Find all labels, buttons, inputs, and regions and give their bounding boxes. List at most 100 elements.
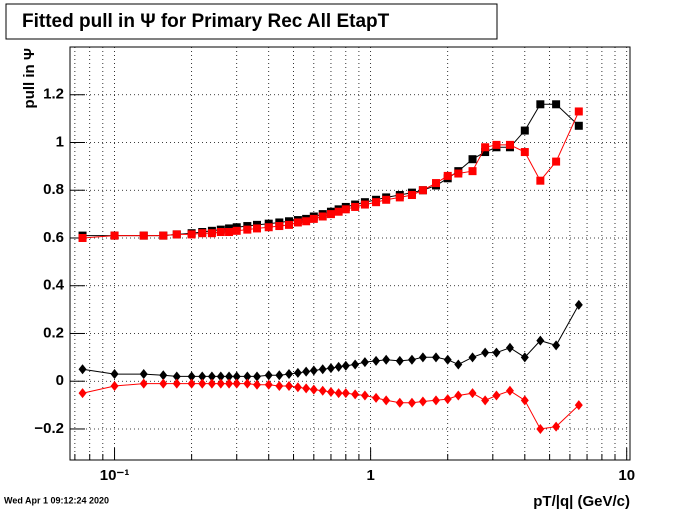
diamond-marker [382, 395, 391, 406]
diamond-marker [284, 380, 293, 391]
diamond-marker [481, 395, 490, 406]
diamond-marker [552, 421, 561, 432]
diamond-marker [443, 394, 452, 405]
square-marker [520, 148, 529, 157]
y-tick-label: −0.2 [34, 420, 64, 437]
diamond-marker [78, 388, 87, 399]
diamond-marker [492, 390, 501, 401]
timestamp: Wed Apr 1 09:12:24 2020 [4, 495, 109, 505]
diamond-marker [78, 364, 87, 375]
square-marker [275, 222, 284, 231]
square-marker [481, 143, 490, 152]
square-marker [309, 214, 318, 223]
square-marker [536, 176, 545, 185]
diamond-marker [243, 371, 252, 382]
square-marker [492, 140, 501, 149]
diamond-marker [454, 390, 463, 401]
diamond-marker [334, 388, 343, 399]
diamond-marker [431, 352, 440, 363]
diamond-marker [341, 388, 350, 399]
diamond-marker [232, 378, 241, 389]
diamond-marker [284, 369, 293, 380]
square-marker [232, 226, 241, 235]
square-marker [253, 224, 262, 233]
square-marker [139, 231, 148, 240]
diamond-marker [407, 397, 416, 408]
diamond-marker [520, 352, 529, 363]
diamond-marker [382, 354, 391, 365]
diamond-marker [198, 378, 207, 389]
square-marker [326, 210, 335, 219]
x-tick-label: 10 [618, 467, 635, 484]
diamond-marker [275, 380, 284, 391]
diamond-marker [309, 365, 318, 376]
square-marker [454, 169, 463, 178]
chart-title: Fitted pull in Ψ for Primary Rec All Eta… [22, 11, 390, 32]
y-tick-label: 0 [56, 372, 64, 389]
square-marker [360, 200, 369, 209]
diamond-marker [318, 385, 327, 396]
diamond-marker [481, 347, 490, 358]
square-marker [78, 233, 87, 242]
y-tick-label: 0.6 [43, 229, 64, 246]
square-marker [341, 205, 350, 214]
square-marker [574, 121, 583, 130]
diamond-marker [574, 299, 583, 310]
square-marker [382, 195, 391, 204]
square-marker [334, 207, 343, 216]
diamond-marker [302, 383, 311, 394]
diamond-marker [139, 369, 148, 380]
diamond-marker [318, 364, 327, 375]
diamond-marker [293, 382, 302, 393]
square-marker [318, 212, 327, 221]
diamond-marker [468, 388, 477, 399]
square-marker [431, 179, 440, 188]
square-marker [225, 228, 234, 237]
x-tick-label: 1 [366, 467, 374, 484]
y-tick-label: 0.4 [43, 277, 65, 294]
square-marker [110, 231, 119, 240]
y-tick-label: 1.2 [43, 86, 64, 103]
diamond-marker [253, 371, 262, 382]
y-tick-label: 1 [56, 133, 64, 150]
diamond-marker [232, 371, 241, 382]
diamond-marker [360, 390, 369, 401]
diamond-marker [207, 371, 216, 382]
diamond-marker [407, 354, 416, 365]
diamond-marker [293, 367, 302, 378]
square-marker [468, 155, 477, 164]
square-marker [216, 228, 225, 237]
square-marker [187, 230, 196, 239]
diamond-marker [253, 379, 262, 390]
diamond-marker [552, 340, 561, 351]
square-marker [552, 100, 561, 109]
diamond-marker [159, 370, 168, 381]
square-marker [418, 186, 427, 195]
diamond-marker [454, 359, 463, 370]
square-marker [481, 148, 490, 157]
diamond-marker [275, 370, 284, 381]
diamond-marker [372, 355, 381, 366]
diamond-marker [309, 384, 318, 395]
diamond-marker [172, 371, 181, 382]
diamond-marker [492, 347, 501, 358]
diamond-marker [395, 397, 404, 408]
diamond-marker [536, 335, 545, 346]
y-tick-label: 0.2 [43, 324, 64, 341]
diamond-marker [264, 379, 273, 390]
diamond-marker [139, 378, 148, 389]
diamond-marker [334, 361, 343, 372]
square-marker [207, 229, 216, 238]
square-marker [505, 140, 514, 149]
diamond-marker [505, 385, 514, 396]
diamond-marker [418, 396, 427, 407]
diamond-marker [443, 354, 452, 365]
square-marker [293, 218, 302, 227]
diamond-marker [216, 378, 225, 389]
diamond-marker [187, 378, 196, 389]
diamond-marker [225, 378, 234, 389]
x-axis-label: pT/|q| (GeV/c) [533, 493, 630, 510]
square-marker [520, 126, 529, 135]
diamond-marker [198, 371, 207, 382]
